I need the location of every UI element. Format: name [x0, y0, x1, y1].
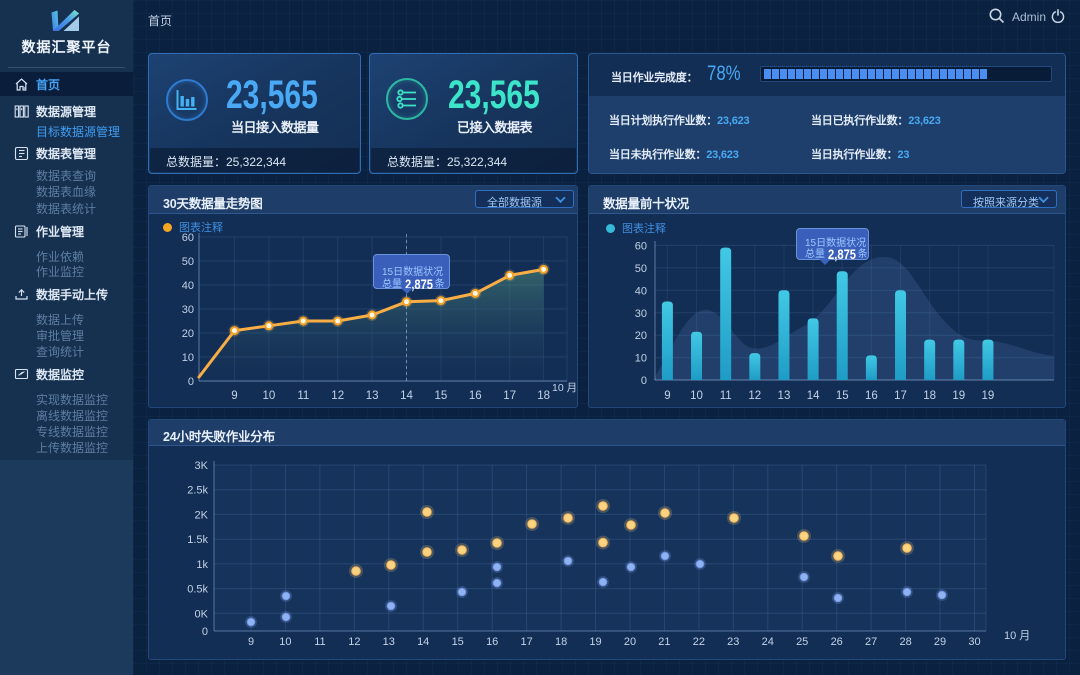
- svg-text:27: 27: [865, 636, 877, 648]
- svg-text:30: 30: [635, 308, 647, 320]
- svg-text:14: 14: [400, 390, 413, 402]
- svg-text:3K: 3K: [195, 460, 209, 472]
- svg-text:19: 19: [589, 636, 601, 648]
- svg-text:12: 12: [748, 390, 761, 402]
- svg-text:1.5k: 1.5k: [187, 534, 208, 546]
- svg-text:15: 15: [435, 390, 448, 402]
- svg-text:24: 24: [762, 636, 774, 648]
- svg-text:17: 17: [503, 390, 516, 402]
- svg-text:18: 18: [537, 390, 550, 402]
- svg-text:11: 11: [720, 390, 732, 402]
- svg-text:10: 10: [279, 636, 291, 648]
- svg-text:26: 26: [831, 636, 843, 648]
- svg-text:14: 14: [807, 390, 820, 402]
- svg-text:12: 12: [331, 390, 344, 402]
- svg-text:0: 0: [202, 626, 208, 638]
- svg-text:60: 60: [635, 240, 647, 252]
- svg-text:18: 18: [923, 390, 936, 402]
- svg-text:50: 50: [182, 256, 194, 268]
- svg-text:20: 20: [635, 330, 647, 342]
- svg-text:13: 13: [383, 636, 395, 648]
- svg-text:30: 30: [968, 636, 980, 648]
- svg-text:0.5k: 0.5k: [187, 584, 208, 596]
- svg-text:20: 20: [624, 636, 636, 648]
- svg-text:2K: 2K: [195, 509, 209, 521]
- svg-text:29: 29: [934, 636, 946, 648]
- svg-text:11: 11: [297, 390, 309, 402]
- svg-text:10 月: 10 月: [552, 382, 577, 394]
- svg-text:10: 10: [635, 353, 647, 365]
- svg-text:17: 17: [894, 390, 907, 402]
- svg-text:16: 16: [486, 636, 498, 648]
- svg-text:17: 17: [520, 636, 532, 648]
- svg-text:13: 13: [366, 390, 379, 402]
- svg-text:9: 9: [231, 390, 237, 402]
- svg-text:19: 19: [982, 390, 995, 402]
- svg-text:1k: 1k: [196, 559, 208, 571]
- svg-text:10: 10: [690, 390, 703, 402]
- svg-text:13: 13: [778, 390, 791, 402]
- svg-text:15: 15: [452, 636, 464, 648]
- svg-text:18: 18: [555, 636, 567, 648]
- svg-text:0: 0: [188, 376, 194, 388]
- svg-text:2.5k: 2.5k: [187, 485, 208, 497]
- svg-text:10: 10: [182, 352, 194, 364]
- svg-text:20: 20: [182, 328, 194, 340]
- svg-text:28: 28: [899, 636, 911, 648]
- svg-text:9: 9: [248, 636, 254, 648]
- svg-text:0K: 0K: [195, 608, 209, 620]
- svg-text:16: 16: [469, 390, 482, 402]
- svg-text:0: 0: [641, 375, 647, 387]
- svg-text:23: 23: [727, 636, 739, 648]
- svg-text:12: 12: [348, 636, 360, 648]
- svg-text:19: 19: [952, 390, 965, 402]
- svg-text:22: 22: [693, 636, 705, 648]
- svg-text:14: 14: [417, 636, 429, 648]
- svg-text:21: 21: [658, 636, 670, 648]
- svg-text:10 月: 10 月: [1004, 630, 1030, 642]
- svg-text:60: 60: [182, 232, 194, 244]
- svg-text:40: 40: [182, 280, 194, 292]
- svg-text:40: 40: [635, 285, 647, 297]
- svg-text:15: 15: [836, 390, 849, 402]
- svg-text:10: 10: [263, 390, 276, 402]
- svg-text:16: 16: [865, 390, 878, 402]
- svg-text:25: 25: [796, 636, 808, 648]
- svg-text:30: 30: [182, 304, 194, 316]
- svg-text:11: 11: [314, 636, 325, 648]
- svg-text:9: 9: [664, 390, 670, 402]
- svg-text:50: 50: [635, 263, 647, 275]
